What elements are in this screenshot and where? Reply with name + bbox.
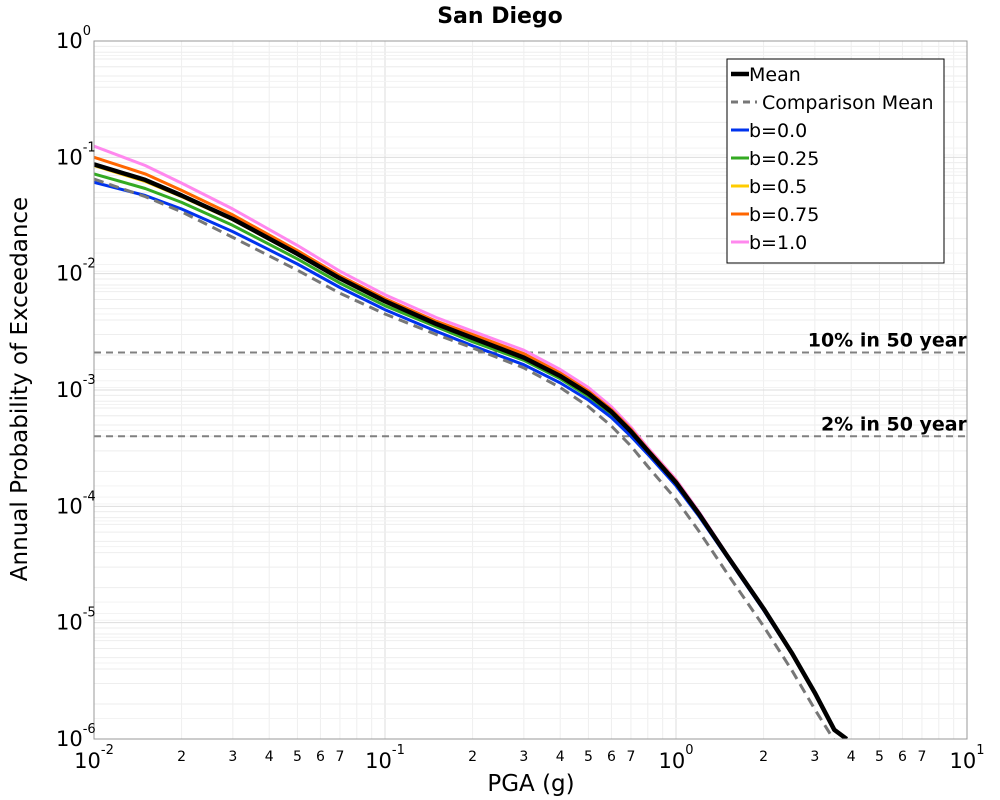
legend-label: b=0.5	[749, 176, 807, 198]
y-tick-label: 10-5	[56, 606, 96, 635]
x-minor-tick-label: 4	[265, 749, 274, 765]
series-lines	[94, 144, 849, 739]
y-tick-label: 10-3	[56, 373, 96, 402]
x-minor-tick-label: 2	[468, 749, 477, 765]
legend-label: Mean	[749, 64, 801, 86]
x-minor-tick-label: 5	[875, 749, 884, 765]
y-tick-labels: 100 10-1 10-2 10-3 10-4 10-5 10-6	[56, 24, 96, 751]
series-line-b-0-0	[94, 180, 848, 739]
x-tick-label: 101	[949, 743, 984, 773]
y-tick-label: 10-2	[56, 257, 96, 286]
reference-lines: 10% in 50 year 2% in 50 year	[94, 330, 968, 438]
y-axis-label: Annual Probability of Exceedance	[7, 197, 33, 581]
legend-label: b=1.0	[749, 232, 807, 254]
legend-label: b=0.0	[749, 120, 807, 142]
x-minor-tick-label: 4	[847, 749, 856, 765]
chart-title: San Diego	[437, 4, 563, 29]
y-tick-label: 10-4	[56, 489, 96, 518]
x-minor-tick-label: 2	[759, 749, 768, 765]
x-minor-tick-label: 6	[316, 749, 325, 765]
x-minor-tick-label: 5	[584, 749, 593, 765]
x-minor-tick-label: 6	[898, 749, 907, 765]
plot-frame	[93, 40, 968, 740]
x-tick-label: 10-1	[365, 743, 405, 773]
x-tick-label: 100	[658, 743, 693, 773]
x-minor-tick-label: 7	[917, 749, 926, 765]
y-tick-label: 10-1	[56, 140, 96, 169]
x-minor-tick-label: 5	[293, 749, 302, 765]
legend: Mean Comparison Mean b=0.0 b=0.25 b=0.5 b=0.7…	[726, 58, 945, 264]
x-minor-tick-label: 7	[626, 749, 635, 765]
x-minor-tick-label: 4	[556, 749, 565, 765]
x-minor-tick-label: 7	[335, 749, 344, 765]
x-minor-tick-label: 3	[519, 749, 528, 765]
grid	[93, 41, 967, 740]
reference-line-label: 2% in 50 year	[821, 413, 968, 435]
legend-label: b=0.25	[749, 148, 819, 170]
legend-label: Comparison Mean	[762, 92, 934, 114]
x-minor-tick-label: 3	[228, 749, 237, 765]
series-line-mean	[94, 162, 849, 739]
y-tick-label: 10-6	[56, 722, 96, 751]
x-minor-tick-label: 6	[607, 749, 616, 765]
x-axis-label: PGA (g)	[487, 771, 574, 797]
y-tick-label: 100	[56, 24, 91, 53]
x-minor-tick-label: 2	[177, 749, 186, 765]
legend-label: b=0.75	[749, 204, 819, 226]
reference-line-label: 10% in 50 year	[808, 330, 968, 352]
legend-box	[726, 58, 945, 264]
series-line-comparison-mean	[94, 177, 836, 739]
x-minor-tick-label: 3	[810, 749, 819, 765]
